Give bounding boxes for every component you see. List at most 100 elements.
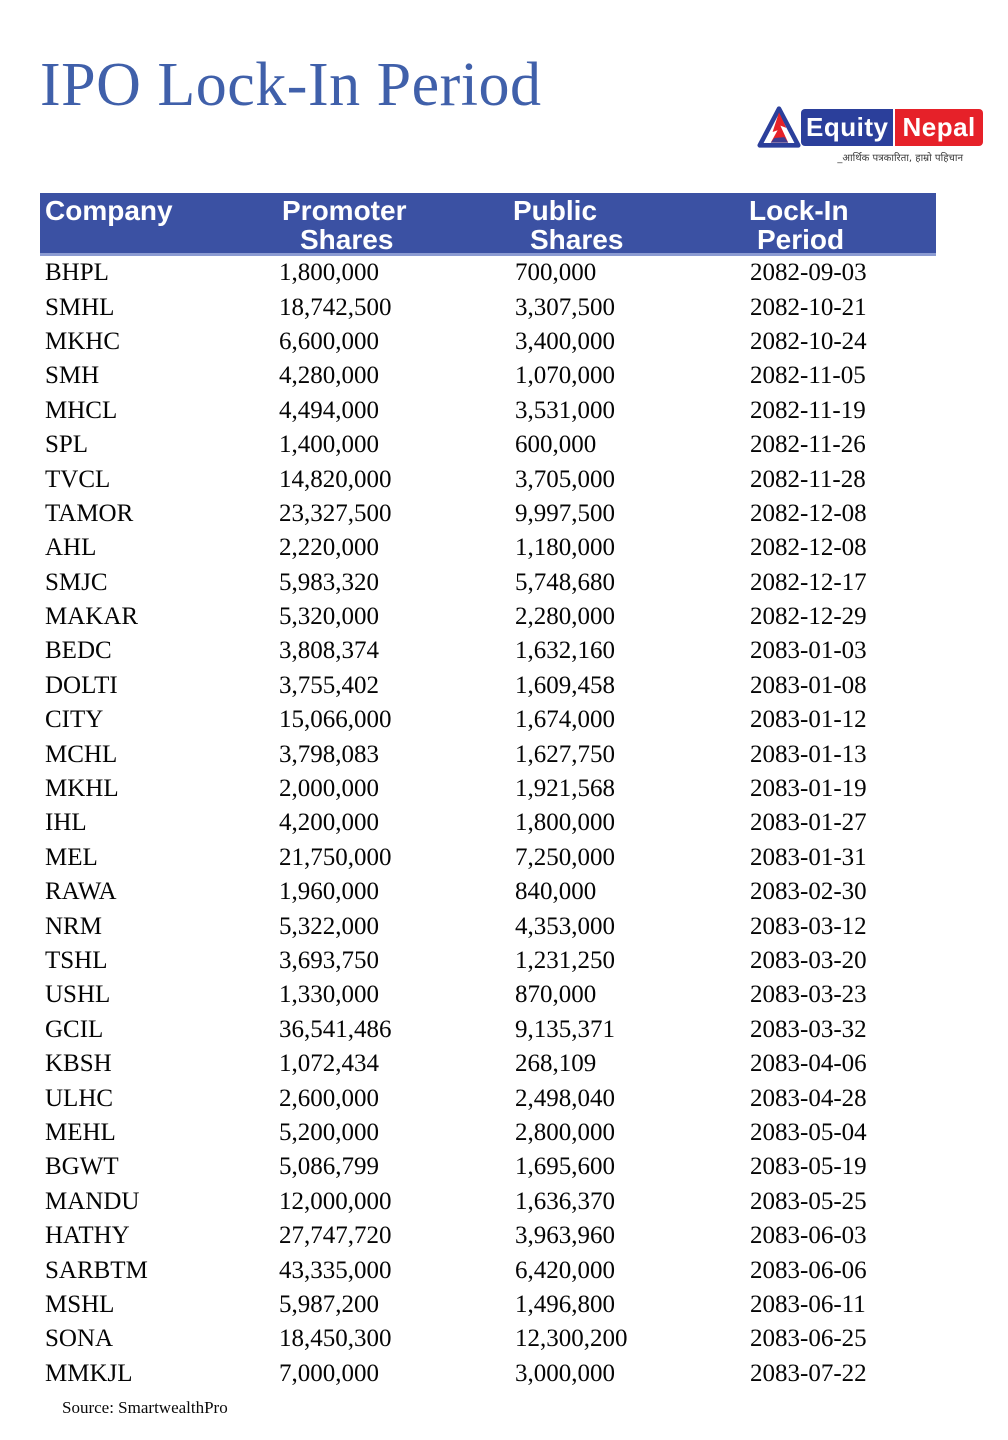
table-row: RAWA 1,960,000 840,000 2083-02-30 — [40, 875, 936, 909]
cell-public-shares: 1,627,750 — [515, 740, 615, 768]
cell-company: MANDU — [45, 1187, 140, 1215]
cell-lockin-period: 2083-01-08 — [750, 671, 867, 699]
cell-lockin-period: 2083-01-13 — [750, 740, 867, 768]
cell-promoter-shares: 3,808,374 — [279, 637, 379, 665]
cell-public-shares: 840,000 — [515, 878, 597, 906]
cell-promoter-shares: 2,220,000 — [279, 534, 379, 562]
cell-company: ULHC — [45, 1084, 114, 1112]
cell-company: SARBTM — [45, 1256, 148, 1284]
cell-public-shares: 5,748,680 — [515, 568, 615, 596]
cell-public-shares: 1,496,800 — [515, 1290, 615, 1318]
cell-public-shares: 3,705,000 — [515, 465, 615, 493]
cell-public-shares: 4,353,000 — [515, 912, 615, 940]
cell-promoter-shares: 3,798,083 — [279, 740, 379, 768]
cell-lockin-period: 2083-06-11 — [750, 1290, 866, 1318]
table-row: KBSH 1,072,434 268,109 2083-04-06 — [40, 1047, 936, 1081]
cell-promoter-shares: 5,983,320 — [279, 568, 379, 596]
cell-public-shares: 870,000 — [515, 981, 597, 1009]
cell-promoter-shares: 1,960,000 — [279, 878, 379, 906]
cell-promoter-shares: 27,747,720 — [279, 1222, 392, 1250]
table-row: MANDU 12,000,000 1,636,370 2083-05-25 — [40, 1185, 936, 1219]
cell-company: GCIL — [45, 1015, 104, 1043]
table-row: ULHC 2,600,000 2,498,040 2083-04-28 — [40, 1081, 936, 1115]
table-row: IHL 4,200,000 1,800,000 2083-01-27 — [40, 806, 936, 840]
cell-lockin-period: 2082-12-17 — [750, 568, 867, 596]
cell-company: MCHL — [45, 740, 118, 768]
cell-lockin-period: 2082-11-05 — [750, 362, 866, 390]
table-row: GCIL 36,541,486 9,135,371 2083-03-32 — [40, 1013, 936, 1047]
table-row: MEL 21,750,000 7,250,000 2083-01-31 — [40, 841, 936, 875]
table-row: SMHL 18,742,500 3,307,500 2082-10-21 — [40, 290, 936, 324]
cell-promoter-shares: 4,494,000 — [279, 396, 379, 424]
cell-promoter-shares: 21,750,000 — [279, 843, 392, 871]
cell-public-shares: 3,531,000 — [515, 396, 615, 424]
cell-promoter-shares: 2,600,000 — [279, 1084, 379, 1112]
cell-company: MKHL — [45, 775, 119, 803]
cell-lockin-period: 2083-01-12 — [750, 706, 867, 734]
cell-lockin-period: 2082-12-08 — [750, 534, 867, 562]
cell-promoter-shares: 18,742,500 — [279, 293, 392, 321]
cell-public-shares: 2,498,040 — [515, 1084, 615, 1112]
cell-public-shares: 600,000 — [515, 431, 597, 459]
cell-company: MKHC — [45, 327, 121, 355]
table-row: SPL 1,400,000 600,000 2082-11-26 — [40, 428, 936, 462]
cell-promoter-shares: 18,450,300 — [279, 1325, 392, 1353]
cell-promoter-shares: 14,820,000 — [279, 465, 392, 493]
cell-lockin-period: 2083-01-19 — [750, 775, 867, 803]
cell-promoter-shares: 5,987,200 — [279, 1290, 379, 1318]
table-row: MMKJL 7,000,000 3,000,000 2083-07-22 — [40, 1357, 936, 1391]
table-row: DOLTI 3,755,402 1,609,458 2083-01-08 — [40, 669, 936, 703]
cell-lockin-period: 2082-12-08 — [750, 499, 867, 527]
table-row: USHL 1,330,000 870,000 2083-03-23 — [40, 978, 936, 1012]
cell-public-shares: 12,300,200 — [515, 1325, 628, 1353]
table-row: CITY 15,066,000 1,674,000 2083-01-12 — [40, 703, 936, 737]
table-header-row: Company Promoter Shares Public Shares Lo… — [40, 193, 936, 256]
cell-promoter-shares: 36,541,486 — [279, 1015, 392, 1043]
cell-company: MHCL — [45, 396, 118, 424]
cell-promoter-shares: 1,072,434 — [279, 1050, 379, 1078]
cell-promoter-shares: 4,200,000 — [279, 809, 379, 837]
table-row: AHL 2,220,000 1,180,000 2082-12-08 — [40, 531, 936, 565]
table-row: MKHL 2,000,000 1,921,568 2083-01-19 — [40, 772, 936, 806]
cell-promoter-shares: 5,086,799 — [279, 1153, 379, 1181]
cell-promoter-shares: 1,400,000 — [279, 431, 379, 459]
cell-company: USHL — [45, 981, 111, 1009]
cell-public-shares: 7,250,000 — [515, 843, 615, 871]
logo-tagline: _आर्थिक पत्रकारिता, हाम्रो पहिचान — [837, 153, 963, 164]
cell-promoter-shares: 23,327,500 — [279, 499, 392, 527]
cell-company: CITY — [45, 706, 104, 734]
cell-lockin-period: 2083-01-27 — [750, 809, 867, 837]
logo-nepal-text: Nepal — [895, 109, 983, 146]
cell-lockin-period: 2083-03-20 — [750, 947, 867, 974]
cell-promoter-shares: 1,330,000 — [279, 981, 379, 1009]
cell-lockin-period: 2083-03-32 — [750, 1015, 867, 1043]
cell-public-shares: 1,231,250 — [515, 947, 615, 974]
table-row: MSHL 5,987,200 1,496,800 2083-06-11 — [40, 1288, 936, 1322]
cell-promoter-shares: 2,000,000 — [279, 775, 379, 803]
cell-company: BGWT — [45, 1153, 119, 1181]
cell-public-shares: 1,636,370 — [515, 1187, 615, 1215]
cell-company: BEDC — [45, 637, 112, 665]
header-company: Company — [45, 195, 173, 226]
cell-company: TAMOR — [45, 499, 134, 527]
cell-lockin-period: 2083-01-31 — [750, 843, 867, 871]
cell-lockin-period: 2083-07-22 — [750, 1359, 867, 1387]
cell-lockin-period: 2083-04-28 — [750, 1084, 867, 1112]
cell-company: MAKAR — [45, 603, 139, 631]
table-row: SONA 18,450,300 12,300,200 2083-06-25 — [40, 1322, 936, 1356]
cell-promoter-shares: 5,320,000 — [279, 603, 379, 631]
cell-company: SMHL — [45, 293, 115, 321]
cell-company: SMH — [45, 362, 100, 390]
cell-lockin-period: 2083-06-25 — [750, 1325, 867, 1353]
cell-lockin-period: 2083-03-23 — [750, 981, 867, 1009]
cell-company: SMJC — [45, 568, 108, 596]
cell-company: NRM — [45, 912, 102, 940]
cell-promoter-shares: 1,800,000 — [279, 259, 379, 287]
cell-promoter-shares: 5,200,000 — [279, 1118, 379, 1146]
mountain-bolt-icon — [757, 105, 801, 149]
table-body: BHPL 1,800,000 700,000 2082-09-03 SMHL 18,742… — [40, 256, 936, 1391]
cell-public-shares: 2,800,000 — [515, 1118, 615, 1146]
lockin-table: Company Promoter Shares Public Shares Lo… — [40, 193, 936, 1391]
cell-public-shares: 9,997,500 — [515, 499, 615, 527]
